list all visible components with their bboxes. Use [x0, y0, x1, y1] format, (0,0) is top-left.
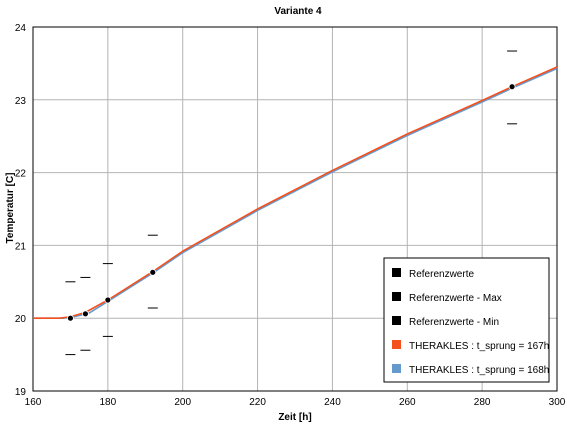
reference-point [67, 314, 74, 322]
x-tick-label: 180 [100, 397, 117, 408]
x-tick-label: 280 [474, 397, 491, 408]
legend-item-sprung-168: THERAKLES : t_sprung = 168h [392, 364, 549, 376]
legend-label: Referenzwerte - Max [409, 293, 502, 304]
legend-label: Referenzwerte - Min [409, 317, 499, 328]
legend-swatch [392, 316, 401, 325]
series-layer [33, 50, 558, 356]
legend-item-sprung-167: THERAKLES : t_sprung = 167h [392, 340, 549, 352]
legend-item-max: Referenzwerte - Max [392, 292, 502, 304]
x-tick-label: 220 [249, 397, 266, 408]
x-tick-label: 200 [174, 397, 191, 408]
x-tick-label: 260 [399, 397, 416, 408]
reference-point [508, 83, 516, 91]
chart-title: Variante 4 [274, 6, 322, 17]
y-tick-label: 20 [15, 314, 27, 325]
x-axis-label: Zeit [h] [278, 412, 311, 423]
legend-box [383, 257, 550, 383]
x-tick-label: 160 [25, 397, 42, 408]
y-axis-label: Temperatur [C] [5, 173, 16, 244]
x-tick-label: 300 [549, 397, 566, 408]
legend-label: THERAKLES : t_sprung = 167h [409, 341, 549, 352]
legend: Referenzwerte Referenzwerte - Max Referenz… [383, 257, 550, 383]
y-tick-label: 22 [15, 169, 27, 180]
reference-point [104, 296, 112, 304]
y-tick-label: 21 [15, 241, 27, 252]
legend-swatch [392, 340, 401, 349]
reference-point [82, 310, 89, 318]
legend-item-min: Referenzwerte - Min [392, 316, 499, 328]
legend-swatch [392, 364, 401, 373]
legend-label: Referenzwerte [409, 269, 474, 280]
reference-point [149, 268, 157, 276]
x-tick-label: 240 [324, 397, 341, 408]
y-axis-ticks: 19 20 21 22 23 24 [15, 23, 27, 398]
y-tick-label: 24 [15, 23, 27, 34]
y-tick-label: 19 [15, 387, 27, 398]
plot-area [32, 26, 558, 392]
x-axis-ticks: 160 180 200 220 240 260 280 300 [25, 397, 566, 408]
legend-item-referenzwerte: Referenzwerte [392, 268, 474, 280]
legend-label: THERAKLES : t_sprung = 168h [409, 365, 549, 376]
series-line-sprung-168 [33, 67, 558, 320]
legend-swatch [392, 292, 401, 301]
y-tick-label: 23 [15, 96, 27, 107]
legend-swatch [392, 268, 401, 277]
